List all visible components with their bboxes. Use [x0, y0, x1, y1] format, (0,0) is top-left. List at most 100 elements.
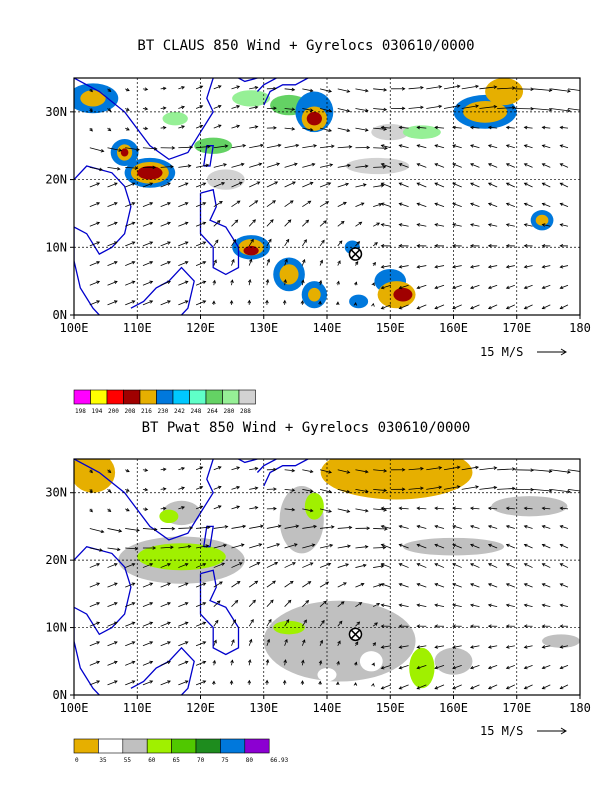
- wind-vector-head: [354, 261, 359, 265]
- wind-vector: [337, 240, 343, 247]
- wind-vector-head: [470, 583, 474, 587]
- wind-vector-head: [323, 220, 327, 224]
- wind-vector-head: [113, 582, 118, 586]
- wind-vector: [231, 486, 240, 490]
- wind-vector-head: [302, 259, 306, 263]
- wind-vector: [470, 544, 480, 549]
- wind-vector: [524, 664, 533, 669]
- wind-vector: [89, 182, 100, 188]
- wind-vector-head: [328, 108, 332, 113]
- wind-vector: [125, 582, 135, 588]
- wind-vector-head: [398, 645, 403, 649]
- wind-vector: [542, 163, 551, 168]
- shaded-region: [402, 125, 441, 139]
- wind-vector-head: [131, 300, 136, 304]
- wind-vector-head: [247, 659, 252, 663]
- wind-vector: [89, 661, 100, 666]
- wind-vector-head: [170, 164, 174, 169]
- wind-vector-head: [284, 638, 288, 643]
- wind-vector: [426, 467, 442, 471]
- wind-vector: [443, 466, 460, 471]
- x-tick-label: 140E: [313, 321, 342, 335]
- wind-vector-head: [231, 639, 235, 643]
- wind-vector-head: [311, 162, 316, 167]
- wind-vector: [443, 486, 460, 490]
- wind-vector-head: [289, 200, 294, 204]
- wind-vector-head: [559, 645, 564, 649]
- wind-vector: [266, 279, 269, 286]
- wind-vector: [125, 563, 135, 568]
- wind-vector: [506, 645, 515, 648]
- wind-vector-head: [113, 241, 118, 245]
- wind-vector: [560, 664, 569, 669]
- wind-vector-head: [434, 506, 438, 511]
- wind-vector-head: [401, 487, 406, 492]
- wind-vector-head: [383, 127, 388, 131]
- wind-vector-head: [345, 563, 350, 567]
- wind-vector-head: [268, 618, 272, 623]
- wind-vector-head: [96, 582, 101, 586]
- wind-vector: [381, 604, 391, 608]
- wind-vector: [142, 641, 153, 647]
- wind-vector-head: [523, 583, 528, 587]
- wind-vector-head: [452, 163, 456, 167]
- wind-vector: [178, 506, 185, 510]
- wind-vector-head: [416, 202, 421, 206]
- wind-vector-head: [212, 300, 216, 305]
- wind-vector: [337, 164, 351, 168]
- wind-vector: [452, 563, 462, 568]
- wind-vector-head: [236, 105, 241, 109]
- wind-vector: [195, 164, 209, 168]
- wind-vector: [542, 544, 551, 549]
- wind-vector-head: [134, 546, 139, 551]
- wind-vector-head: [487, 583, 492, 587]
- wind-vector: [178, 86, 185, 90]
- wind-vector-head: [380, 306, 385, 310]
- wind-vector-head: [416, 182, 421, 186]
- wind-vector-head: [238, 181, 243, 185]
- wind-vector-head: [383, 107, 388, 112]
- wind-vector-head: [416, 163, 421, 167]
- wind-vector: [195, 545, 209, 549]
- wind-vector-head: [541, 244, 546, 248]
- wind-vector: [248, 580, 258, 588]
- wind-vector: [301, 280, 304, 286]
- wind-vector-head: [452, 223, 456, 227]
- wind-vector: [178, 527, 193, 529]
- wind-vector: [506, 507, 515, 510]
- wind-vector-head: [248, 638, 253, 643]
- wind-vector-head: [475, 485, 480, 489]
- wind-vector-head: [416, 265, 421, 269]
- wind-vector-head: [505, 524, 510, 529]
- wind-vector-head: [416, 603, 421, 608]
- wind-vector: [195, 241, 206, 247]
- wind-vector: [195, 622, 206, 627]
- wind-vector: [355, 583, 364, 588]
- wind-vector: [524, 507, 533, 510]
- wind-vector-head: [126, 88, 130, 92]
- wind-vector-head: [487, 645, 492, 649]
- shaded-region: [120, 148, 129, 157]
- wind-vector-head: [586, 110, 589, 113]
- wind-vector-head: [335, 301, 340, 305]
- wind-vector-head: [247, 679, 252, 684]
- wind-vector-head: [144, 487, 149, 492]
- wind-vector-head: [181, 506, 185, 510]
- wind-vector: [178, 106, 185, 109]
- wind-vector-head: [107, 127, 112, 132]
- wind-vector: [542, 507, 551, 510]
- wind-vector-head: [149, 563, 154, 567]
- wind-vector: [506, 563, 516, 568]
- wind-vector: [435, 126, 445, 129]
- wind-vector: [213, 163, 227, 168]
- wind-vector: [488, 563, 498, 568]
- wind-vector: [373, 584, 382, 588]
- wind-vector: [399, 284, 409, 289]
- wind-vector: [355, 621, 360, 627]
- wind-vector-head: [181, 86, 185, 90]
- wind-vector: [301, 239, 307, 247]
- wind-vector-head: [559, 305, 564, 310]
- wind-vector-head: [470, 202, 474, 206]
- wind-vector-head: [380, 182, 385, 186]
- wind-vector: [319, 240, 325, 247]
